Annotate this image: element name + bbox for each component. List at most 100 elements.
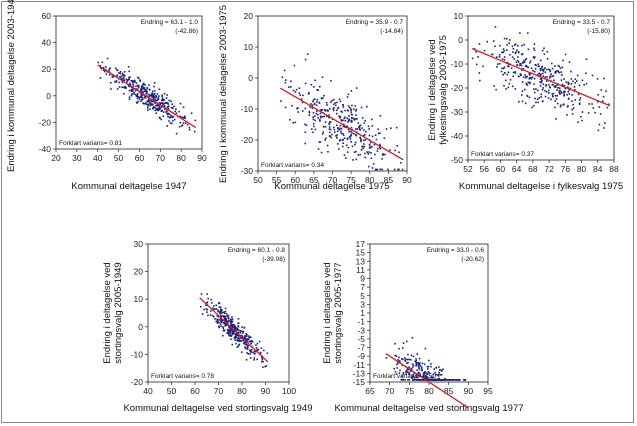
scatter-point — [233, 330, 235, 333]
scatter-point — [229, 329, 231, 331]
scatter-point — [550, 98, 552, 101]
scatter-point — [347, 105, 350, 107]
scatter-point — [563, 94, 565, 96]
scatter-point — [361, 117, 364, 119]
scatter-point — [421, 362, 424, 365]
scatter-point — [563, 90, 565, 93]
scatter-point — [151, 96, 154, 98]
scatter-point — [161, 98, 164, 100]
scatter-point — [557, 86, 559, 89]
scatter-point — [550, 73, 553, 76]
scatter-point — [558, 91, 561, 94]
scatter-point — [111, 76, 114, 78]
scatter-point — [329, 128, 332, 131]
scatter-point — [402, 373, 405, 375]
scatter-point — [224, 315, 227, 318]
scatter-point — [353, 143, 356, 146]
scatter-point — [153, 89, 156, 92]
scatter-point — [438, 377, 441, 380]
scatter-point — [516, 49, 518, 51]
scatter-point — [230, 338, 232, 341]
scatter-point — [431, 379, 433, 381]
scatter-point — [503, 50, 506, 52]
y-tick-label: 0 — [138, 322, 143, 332]
scatter-point — [313, 98, 316, 100]
x-tick-label: 40 — [93, 153, 103, 163]
scatter-point — [562, 59, 564, 62]
scatter-point — [217, 309, 219, 311]
x-tick-label: 55 — [272, 175, 282, 185]
scatter-point — [137, 100, 139, 103]
scatter-point — [153, 82, 156, 84]
scatter-point — [224, 325, 227, 327]
scatter-point — [247, 337, 250, 340]
scatter-point — [220, 317, 222, 320]
scatter-point — [413, 376, 416, 379]
scatter-point — [514, 88, 517, 90]
scatter-point — [301, 101, 304, 104]
scatter-point — [110, 81, 112, 84]
y-tick-label: -10 — [451, 59, 464, 69]
scatter-point — [430, 376, 433, 378]
scatter-point — [572, 107, 575, 109]
scatter-point — [334, 102, 336, 104]
scatter-point — [154, 99, 157, 101]
scatter-point — [130, 94, 133, 97]
scatter-point — [348, 106, 351, 109]
scatter-point — [244, 347, 247, 350]
scatter-point — [371, 125, 374, 127]
scatter-point — [298, 87, 301, 89]
scatter-point — [343, 126, 346, 128]
scatter-point — [219, 308, 222, 311]
scatter-point — [413, 372, 416, 375]
scatter-point — [302, 94, 304, 97]
scatter-point — [598, 106, 601, 108]
scatter-point — [225, 324, 228, 326]
scatter-point — [439, 379, 441, 381]
scatter-point — [234, 336, 236, 338]
scatter-point — [368, 134, 371, 137]
scatter-point — [417, 372, 420, 375]
scatter-point — [221, 315, 224, 317]
scatter-point — [231, 331, 234, 333]
scatter-point — [534, 63, 537, 66]
scatter-point — [122, 77, 124, 80]
scatter-point — [144, 90, 147, 93]
scatter-point — [231, 318, 234, 320]
scatter-point — [350, 126, 353, 129]
scatter-point — [419, 365, 422, 367]
scatter-point — [496, 63, 499, 65]
scatter-point — [105, 73, 108, 75]
scatter-point — [242, 330, 245, 333]
regression-equation: Endring = 35.9 - 0.7 — [346, 19, 404, 26]
scatter-point — [538, 65, 540, 68]
scatter-point — [157, 96, 160, 99]
scatter-point — [221, 309, 223, 311]
scatter-point — [240, 334, 243, 337]
scatter-point — [136, 102, 138, 104]
scatter-point — [165, 97, 168, 99]
scatter-point — [555, 118, 557, 120]
scatter-point — [157, 107, 160, 110]
scatter-point — [564, 87, 567, 90]
scatter-point — [315, 104, 318, 107]
scatter-point — [592, 107, 595, 109]
scatter-point — [216, 315, 219, 317]
scatter-point — [410, 370, 412, 373]
scatter-point — [379, 147, 381, 150]
scatter-point — [280, 100, 282, 102]
scatter-points — [385, 336, 467, 381]
scatter-point — [561, 83, 564, 86]
scatter-point — [533, 49, 536, 52]
scatter-point — [537, 89, 539, 92]
scatter-point — [566, 93, 568, 96]
scatter-point — [237, 334, 239, 337]
scatter-point — [427, 371, 430, 373]
scatter-point — [587, 112, 590, 114]
scatter-point — [154, 109, 157, 112]
scatter-point — [314, 128, 317, 131]
scatter-point — [152, 95, 155, 97]
scatter-point — [402, 379, 405, 381]
scatter-point — [219, 311, 221, 313]
scatter-point — [222, 334, 224, 337]
